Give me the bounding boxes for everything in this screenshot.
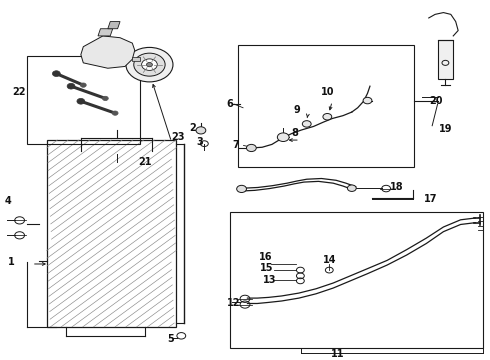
Text: 15: 15	[260, 262, 273, 273]
Text: 10: 10	[321, 87, 335, 96]
Circle shape	[134, 53, 165, 76]
Circle shape	[77, 98, 85, 104]
Polygon shape	[81, 36, 135, 68]
Text: 7: 7	[232, 140, 239, 150]
Text: 6: 6	[226, 99, 233, 109]
Bar	[230, 212, 483, 348]
Circle shape	[237, 185, 246, 193]
Polygon shape	[132, 58, 140, 61]
Text: 16: 16	[258, 252, 272, 262]
Text: 13: 13	[263, 275, 277, 285]
Text: 20: 20	[429, 95, 442, 105]
Text: 3: 3	[196, 137, 203, 147]
Text: 17: 17	[424, 194, 438, 204]
Text: 22: 22	[12, 87, 26, 96]
Circle shape	[102, 96, 108, 100]
Text: 11: 11	[331, 349, 345, 359]
Bar	[47, 140, 176, 327]
Circle shape	[126, 48, 173, 82]
Text: 19: 19	[439, 124, 452, 134]
Circle shape	[323, 113, 332, 120]
Circle shape	[246, 144, 256, 152]
Text: 4: 4	[5, 196, 12, 206]
Text: 1: 1	[8, 257, 15, 267]
Circle shape	[363, 97, 372, 104]
Circle shape	[52, 71, 60, 77]
Bar	[238, 45, 414, 167]
Bar	[27, 56, 140, 144]
Circle shape	[196, 127, 206, 134]
Bar	[438, 40, 453, 79]
Text: 8: 8	[292, 128, 298, 138]
Text: 23: 23	[172, 132, 185, 142]
Circle shape	[277, 133, 289, 141]
Text: 14: 14	[323, 255, 337, 265]
Circle shape	[302, 121, 311, 127]
Text: 5: 5	[167, 334, 174, 345]
Circle shape	[142, 59, 157, 71]
Circle shape	[112, 111, 118, 115]
Text: 21: 21	[138, 157, 151, 167]
Text: 12: 12	[226, 298, 240, 309]
Text: 18: 18	[390, 182, 403, 192]
Polygon shape	[98, 29, 113, 36]
Circle shape	[147, 63, 152, 67]
Polygon shape	[108, 22, 120, 29]
Text: 2: 2	[189, 122, 196, 132]
Circle shape	[347, 185, 356, 192]
Circle shape	[67, 83, 75, 89]
Circle shape	[80, 83, 86, 87]
Text: 9: 9	[294, 104, 301, 114]
